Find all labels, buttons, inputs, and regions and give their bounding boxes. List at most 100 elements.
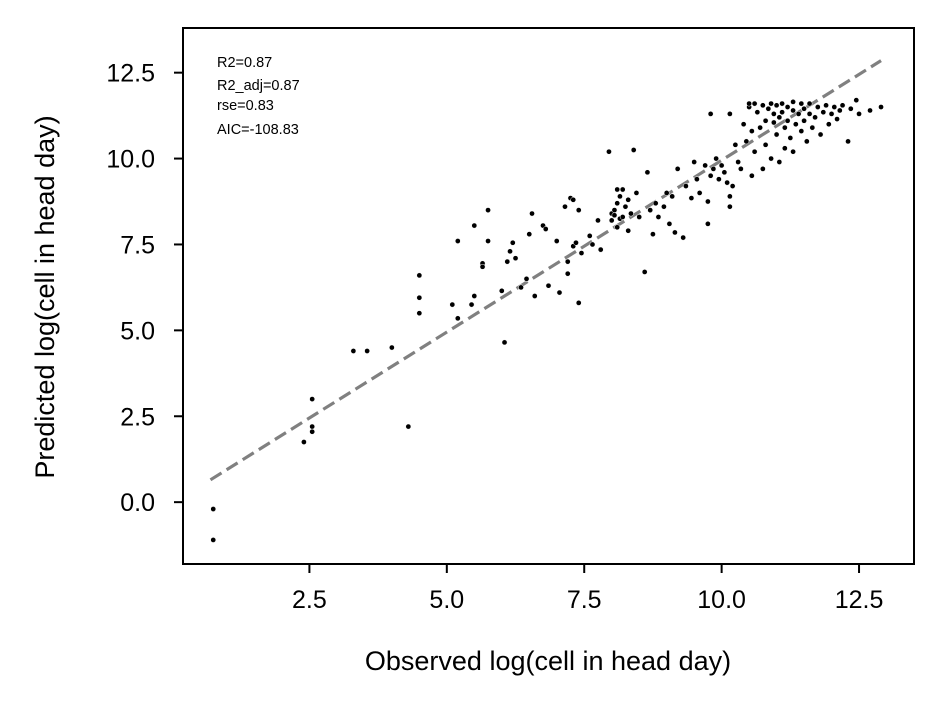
- data-point: [625, 196, 632, 203]
- data-point: [674, 166, 681, 172]
- data-point: [454, 315, 461, 322]
- data-point: [790, 107, 796, 114]
- data-point: [705, 220, 711, 227]
- data-point: [416, 294, 423, 301]
- data-point: [680, 234, 687, 241]
- data-point: [471, 293, 478, 299]
- data-point: [738, 166, 744, 172]
- data-point: [210, 537, 217, 543]
- data-point: [784, 104, 791, 110]
- data-point: [405, 423, 412, 430]
- data-point: [806, 100, 813, 107]
- data-point: [834, 116, 840, 122]
- data-point: [556, 289, 563, 296]
- data-point: [867, 107, 873, 114]
- data-point: [806, 111, 813, 117]
- x-tick-label: 7.5: [567, 586, 602, 614]
- data-point: [760, 102, 766, 109]
- data-point: [606, 148, 612, 155]
- data-point: [729, 183, 736, 189]
- x-axis-ticks: 2.5 5.0 7.5 10.0 12.5: [292, 564, 883, 614]
- data-point: [823, 102, 829, 109]
- data-point: [814, 104, 821, 110]
- data-point: [479, 263, 486, 270]
- data-point: [578, 250, 585, 256]
- data-point: [757, 124, 763, 131]
- data-point: [784, 117, 791, 124]
- data-point: [751, 100, 758, 107]
- data-point: [801, 117, 807, 124]
- data-point: [790, 148, 796, 155]
- data-point: [619, 186, 626, 193]
- data-point: [564, 258, 571, 265]
- data-point: [468, 301, 475, 308]
- data-point: [727, 111, 733, 117]
- data-point: [661, 203, 667, 210]
- data-point: [545, 282, 552, 289]
- data-point: [542, 226, 549, 232]
- data-point: [853, 97, 860, 104]
- data-point: [779, 100, 785, 107]
- data-point: [688, 195, 695, 201]
- data-point: [471, 222, 478, 229]
- data-point: [779, 109, 785, 116]
- data-point: [836, 107, 843, 114]
- data-point: [770, 119, 777, 126]
- data-point: [847, 105, 854, 112]
- data-point: [765, 105, 772, 112]
- data-point: [749, 128, 755, 134]
- data-point: [825, 121, 832, 128]
- data-point: [449, 301, 456, 308]
- points-layer: [210, 97, 884, 543]
- data-point: [655, 214, 662, 220]
- data-point: [801, 105, 807, 112]
- data-point: [790, 99, 796, 105]
- x-tick-label: 10.0: [697, 586, 746, 614]
- data-point: [614, 186, 621, 193]
- data-point: [454, 238, 461, 244]
- data-point: [309, 396, 316, 402]
- data-point: [713, 155, 719, 162]
- data-point: [707, 111, 714, 117]
- data-point: [573, 239, 579, 246]
- data-point: [652, 200, 659, 207]
- data-point: [740, 121, 747, 128]
- data-point: [812, 114, 818, 121]
- data-point: [743, 138, 750, 145]
- data-point: [570, 196, 577, 203]
- y-tick-label: 10.0: [106, 146, 155, 174]
- data-point: [724, 179, 730, 186]
- data-point: [309, 428, 316, 435]
- data-point: [562, 203, 568, 210]
- data-point: [504, 258, 511, 265]
- data-point: [749, 172, 755, 179]
- data-point: [672, 229, 678, 236]
- x-tick-label: 2.5: [292, 586, 327, 614]
- data-point: [309, 423, 316, 430]
- data-point: [773, 102, 780, 109]
- data-point: [776, 159, 783, 165]
- y-tick-label: 12.5: [106, 60, 155, 88]
- data-point: [768, 100, 774, 107]
- data-point: [619, 214, 626, 220]
- y-tick-label: 5.0: [120, 317, 155, 345]
- data-point: [301, 439, 307, 445]
- data-point: [878, 104, 884, 110]
- data-point: [485, 238, 491, 244]
- y-tick-label: 7.5: [120, 231, 155, 259]
- data-point: [831, 104, 838, 110]
- data-point: [553, 238, 560, 244]
- stat-rse: rse=0.83: [217, 98, 274, 114]
- data-point: [529, 210, 535, 217]
- data-point: [732, 141, 739, 148]
- data-point: [625, 227, 632, 234]
- data-point: [628, 210, 634, 217]
- data-point: [795, 111, 802, 117]
- data-point: [485, 207, 491, 213]
- data-point: [523, 275, 530, 282]
- data-point: [526, 231, 533, 238]
- data-point: [770, 111, 777, 117]
- data-point: [498, 287, 505, 294]
- data-point: [803, 138, 810, 145]
